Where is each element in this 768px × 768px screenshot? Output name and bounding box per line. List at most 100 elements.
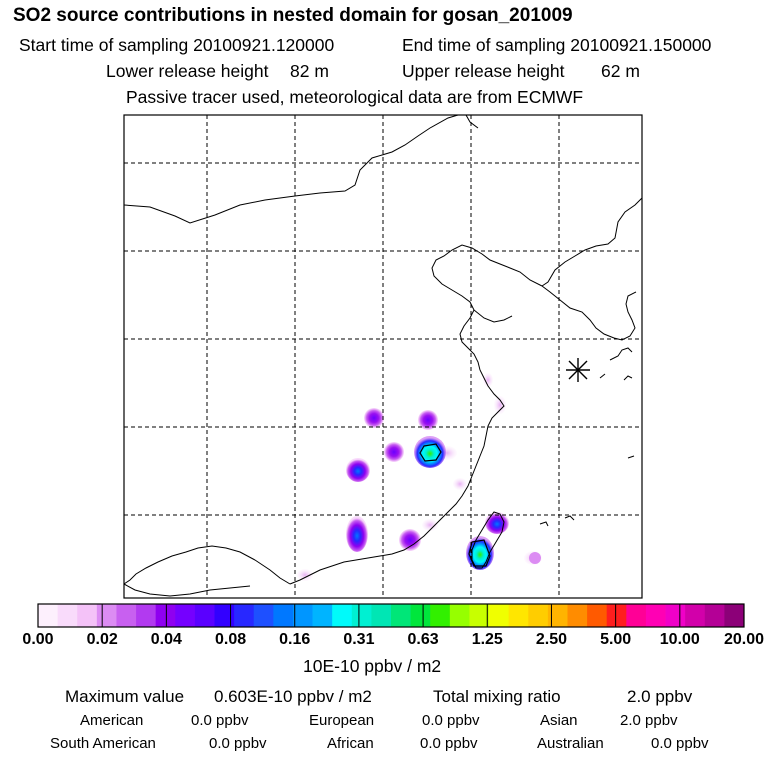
total-mixing-value: 2.0 ppbv xyxy=(627,687,693,706)
japan-coast-3 xyxy=(623,375,633,381)
asterisk-icon xyxy=(566,358,590,382)
plume-faint-6 xyxy=(483,373,493,387)
colorbar-cell xyxy=(508,604,529,627)
region-name-australian: Australian xyxy=(537,735,604,752)
colorbar-tick-label: 20.00 xyxy=(723,631,764,648)
region-value-european: 0.0 ppbv xyxy=(422,712,480,729)
source-j xyxy=(529,552,541,564)
colorbar-tick-label: 0.04 xyxy=(150,631,182,648)
colorbar-tick-label: 0.00 xyxy=(22,631,54,648)
colorbar-cell xyxy=(77,604,98,627)
colorbar-cell xyxy=(410,604,431,627)
japan-coast-2 xyxy=(599,373,606,379)
japan-coast-1 xyxy=(609,347,633,361)
colorbar-cell xyxy=(371,604,392,627)
colorbar-cell xyxy=(469,604,490,627)
colorbar-cell xyxy=(430,604,451,627)
colorbar-cell xyxy=(547,604,568,627)
colorbar-cell xyxy=(332,604,353,627)
colorbar-cell xyxy=(626,604,647,627)
region-value-asian: 2.0 ppbv xyxy=(620,712,678,729)
colorbar-cell xyxy=(351,604,372,627)
colorbar-cell xyxy=(194,604,215,627)
colorbar-tick-label: 10.00 xyxy=(659,631,700,648)
shandong-coast xyxy=(473,309,513,323)
colorbar-tick-label: 0.63 xyxy=(407,631,439,648)
colorbar-cell xyxy=(606,604,627,627)
region-value-australian: 0.0 ppbv xyxy=(651,735,709,752)
colorbar-cell xyxy=(528,604,549,627)
colorbar-frame xyxy=(37,603,745,628)
colorbar-tick-label: 0.31 xyxy=(343,631,375,648)
region-value-african: 0.0 ppbv xyxy=(420,735,478,752)
max-value-label: Maximum value xyxy=(65,687,185,706)
faint-plumes xyxy=(297,373,542,581)
region-name-american: American xyxy=(80,712,144,729)
colorbar-cell xyxy=(38,604,59,627)
border-ne xyxy=(541,197,643,287)
region-name-asian: Asian xyxy=(540,712,578,729)
colorbar-cell xyxy=(175,604,196,627)
border-south xyxy=(123,545,291,585)
region-name-south-american: South American xyxy=(50,735,156,752)
contour-i xyxy=(468,539,491,567)
border-north-2 xyxy=(465,114,479,129)
colorbar-tick-label: 0.02 xyxy=(86,631,118,648)
tracer-note: Passive tracer used, meteorological data… xyxy=(126,87,584,107)
colorbar-cell xyxy=(214,604,235,627)
island-3 xyxy=(564,515,575,521)
colorbar-cell xyxy=(391,604,412,627)
region-value-american: 0.0 ppbv xyxy=(191,712,249,729)
colorbar-cell xyxy=(116,604,137,627)
source-g xyxy=(399,529,421,551)
lat-lon-grid xyxy=(124,115,642,598)
island-2 xyxy=(539,521,549,527)
colorbar-cell xyxy=(312,604,333,627)
colorbar-tick-label: 0.16 xyxy=(279,631,311,648)
colorbar-cell xyxy=(587,604,608,627)
colorbar-tick-label: 5.00 xyxy=(600,631,632,648)
plume-faint-3 xyxy=(422,519,438,531)
colorbar-cell xyxy=(96,604,117,627)
plume-faint-5 xyxy=(494,396,506,414)
lower-release-label: Lower release height xyxy=(106,61,269,81)
colorbar-cell xyxy=(685,604,706,627)
border-north xyxy=(123,114,459,224)
source-c xyxy=(384,442,404,462)
colorbar-cell xyxy=(489,604,510,627)
start-time-label: Start time of sampling 20100921.120000 xyxy=(19,35,335,55)
colorbar-tick-label: 0.08 xyxy=(214,631,247,648)
region-name-african: African xyxy=(327,735,374,752)
colorbar-cell xyxy=(449,604,470,627)
coastlines xyxy=(123,114,643,597)
colorbar-tick-label: 1.25 xyxy=(471,631,503,648)
china-east-coast xyxy=(289,244,543,585)
lower-release-value: 82 m xyxy=(290,61,329,81)
korea-coast xyxy=(541,285,637,341)
colorbar-cell xyxy=(704,604,725,627)
colorbar-cell xyxy=(724,604,745,627)
colorbar-cell xyxy=(273,604,294,627)
colorbar-cell xyxy=(155,604,176,627)
total-mixing-label: Total mixing ratio xyxy=(433,687,561,706)
region-name-european: European xyxy=(309,712,375,729)
plume-faint-1 xyxy=(297,569,313,581)
colorbar-cell xyxy=(136,604,157,627)
source-b xyxy=(418,410,438,430)
colorbar-cell xyxy=(234,604,255,627)
max-value: 0.603E-10 ppbv / m2 xyxy=(214,687,372,706)
island-1 xyxy=(627,455,635,459)
colorbar-cell xyxy=(57,604,78,627)
colorbar-tick-label: 2.50 xyxy=(535,631,568,648)
source-f xyxy=(346,516,368,552)
map-frame xyxy=(123,114,643,599)
colorbar-ticks xyxy=(101,604,681,627)
end-time-label: End time of sampling 20100921.150000 xyxy=(402,35,712,55)
source-a xyxy=(364,408,384,428)
contour-d xyxy=(419,443,442,462)
border-south-2 xyxy=(123,583,251,597)
colorbar-cell xyxy=(665,604,686,627)
plume-faint-4 xyxy=(453,478,467,490)
region-value-south-american: 0.0 ppbv xyxy=(209,735,267,752)
